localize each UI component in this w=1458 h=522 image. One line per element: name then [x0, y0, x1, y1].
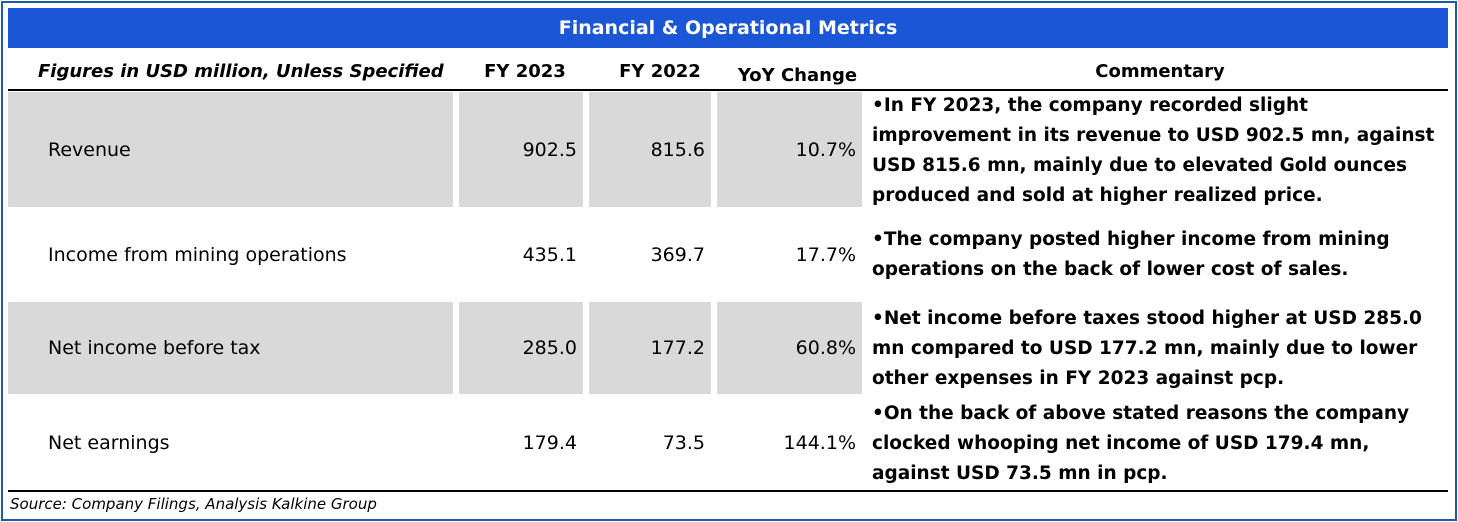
row-fy2022-net-income-before-tax: 177.2: [589, 302, 711, 394]
row-yoy-revenue: 10.7%: [717, 92, 862, 207]
header-commentary: Commentary: [1095, 60, 1225, 82]
row-commentary-revenue: •In FY 2023, the company recorded slight…: [872, 95, 1435, 206]
header-divider: [8, 89, 1448, 91]
row-yoy-mining-income: 17.7%: [795, 244, 856, 266]
row-label-net-earnings: Net earnings: [48, 432, 170, 454]
row-commentary-net-income-before-tax: •Net income before taxes stood higher at…: [872, 308, 1422, 389]
table-title: Financial & Operational Metrics: [8, 8, 1448, 48]
header-yoy: YoY Change: [737, 64, 858, 86]
footer-divider: [8, 490, 1448, 492]
row-fy2023-mining-income: 435.1: [522, 244, 577, 266]
row-label-mining-income: Income from mining operations: [48, 244, 347, 266]
row-fy2022-mining-income: 369.7: [650, 244, 705, 266]
source-note: Source: Company Filings, Analysis Kalkin…: [10, 495, 377, 513]
row-fy2023-net-earnings: 179.4: [522, 432, 577, 454]
row-fy2022-net-earnings: 73.5: [662, 432, 705, 454]
row-commentary-net-earnings: •On the back of above stated reasons the…: [872, 403, 1410, 484]
header-fy2023: FY 2023: [484, 60, 566, 82]
row-yoy-net-earnings: 144.1%: [783, 432, 856, 454]
row-yoy-net-income-before-tax: 60.8%: [717, 302, 862, 394]
header-label: Figures in USD million, Unless Specified: [38, 60, 444, 82]
row-fy2022-revenue: 815.6: [589, 92, 711, 207]
row-commentary-mining-income: •The company posted higher income from m…: [872, 229, 1390, 280]
row-fy2023-revenue: 902.5: [459, 92, 583, 207]
header-fy2022: FY 2022: [619, 60, 701, 82]
row-label-net-income-before-tax: Net income before tax: [8, 302, 453, 394]
row-label-revenue: Revenue: [8, 92, 453, 207]
row-fy2023-net-income-before-tax: 285.0: [459, 302, 583, 394]
